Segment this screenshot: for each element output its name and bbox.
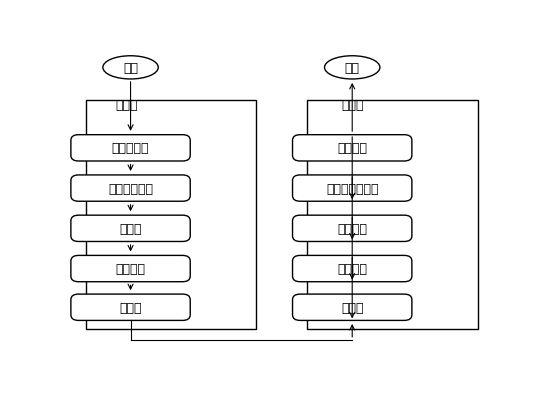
- Text: 开始: 开始: [123, 62, 138, 75]
- Text: 逆离散余弦变换: 逆离散余弦变换: [326, 182, 378, 195]
- Text: 熵编码: 熵编码: [119, 301, 142, 314]
- Ellipse shape: [103, 57, 158, 80]
- FancyBboxPatch shape: [293, 294, 412, 321]
- Text: 信号放大器: 信号放大器: [112, 142, 149, 155]
- FancyBboxPatch shape: [71, 216, 190, 242]
- FancyBboxPatch shape: [71, 294, 190, 321]
- FancyBboxPatch shape: [293, 256, 412, 282]
- FancyBboxPatch shape: [71, 256, 190, 282]
- Text: 离散余弦变换: 离散余弦变换: [108, 182, 153, 195]
- FancyBboxPatch shape: [293, 176, 412, 202]
- Text: 游程解码: 游程解码: [337, 262, 367, 275]
- FancyBboxPatch shape: [71, 136, 190, 162]
- FancyBboxPatch shape: [293, 136, 412, 162]
- Text: 解码器: 解码器: [341, 99, 364, 111]
- Bar: [86, 101, 256, 329]
- Text: 熵解码: 熵解码: [341, 301, 364, 314]
- Text: 量化器: 量化器: [119, 222, 142, 235]
- FancyBboxPatch shape: [71, 176, 190, 202]
- Ellipse shape: [324, 57, 380, 80]
- Bar: [307, 101, 478, 329]
- Text: 结束: 结束: [345, 62, 360, 75]
- Text: 编码器: 编码器: [115, 99, 138, 111]
- Text: 逆量化器: 逆量化器: [337, 222, 367, 235]
- FancyBboxPatch shape: [293, 216, 412, 242]
- Text: 游程编码: 游程编码: [116, 262, 146, 275]
- Text: 逆放大器: 逆放大器: [337, 142, 367, 155]
